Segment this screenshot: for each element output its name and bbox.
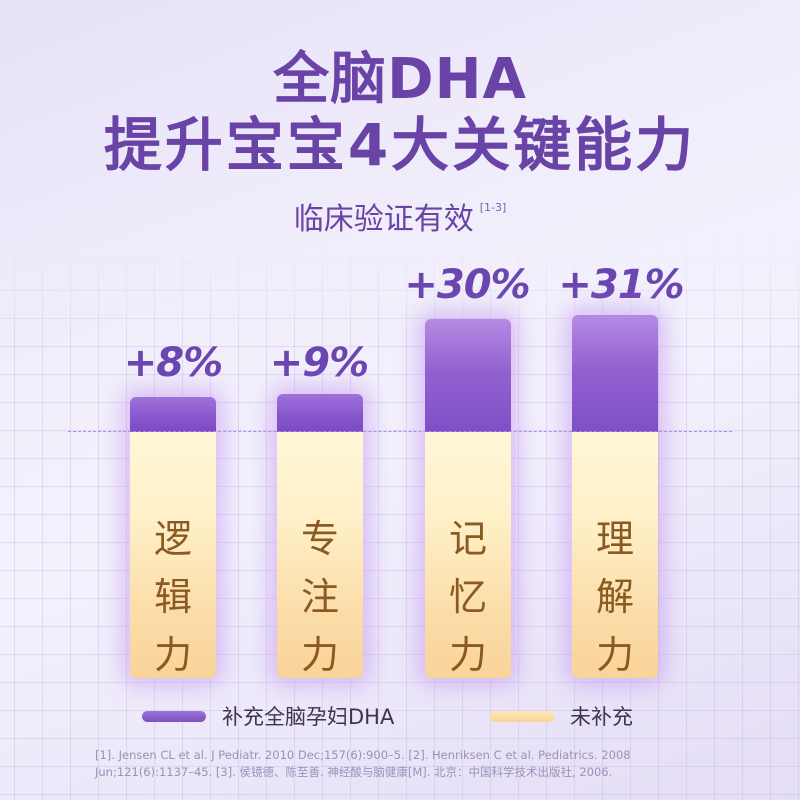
bar-label-memory: 记 忆 力 [448,517,487,677]
reference-line-1: [1]. Jensen CL et al. J Pediatr. 2010 De… [95,748,631,762]
value-label-focus: +9% [269,340,369,386]
bar-baseline-comprehension [572,432,658,678]
bar-label-logic: 逻 辑 力 [153,517,192,677]
bar-dha-comprehension [572,315,658,432]
bar-label-comprehension: 理 解 力 [595,517,634,677]
bar-baseline-logic [130,432,216,678]
value-label-memory: +30% [404,262,530,308]
value-label-logic: +8% [123,340,223,386]
legend-label-none: 未补充 [570,705,633,729]
title-line-1: 全脑DHA [273,47,527,112]
bar-dha-logic [130,397,216,432]
subtitle: 临床验证有效 [1-3] [0,188,800,240]
subtitle-text: 临床验证有效 [293,202,474,237]
reference-line-2: Jun;121(6):1137–45. [3]. 侯镜德、陈至善. 神经酸与脑健… [95,765,613,779]
title-line-2: 提升宝宝4大关键能力 [103,111,697,179]
references: [1]. Jensen CL et al. J Pediatr. 2010 De… [95,747,735,781]
legend-swatch-dha [142,711,206,722]
subtitle-reference: [1-3] [479,201,507,214]
bar-dha-memory [425,319,511,432]
bar-baseline-focus [277,432,363,678]
background-grid [0,230,800,800]
legend-label-dha: 补充全脑孕妇DHA [222,705,395,729]
value-label-comprehension: +31% [558,262,684,308]
bar-dha-focus [277,394,363,432]
legend-swatch-none [490,711,554,722]
bar-label-focus: 专 注 力 [300,517,339,677]
baseline-dashed-line [68,431,732,432]
bar-baseline-memory [425,432,511,678]
